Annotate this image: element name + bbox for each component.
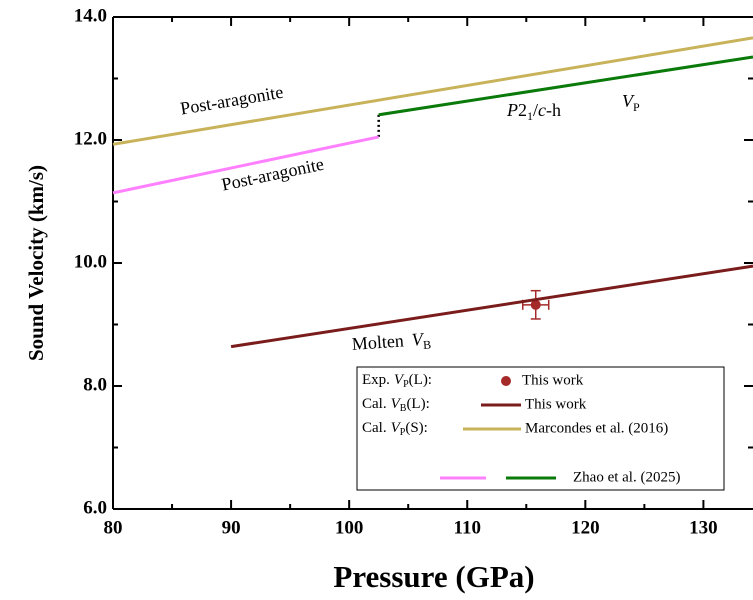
legend-label-part: V [394,372,405,388]
x-tick-label: 120 [571,517,600,538]
annotation: Post-aragonite [179,82,285,119]
line [112,36,753,146]
annotation: VP [622,91,640,114]
legend-label-part: (S): [405,420,428,436]
line [378,55,753,117]
legend-label-part: V [391,420,402,436]
x-tick-label: 110 [454,517,481,538]
annotation: Molten VB [351,329,431,357]
x-tick-label: 90 [222,517,241,538]
legend-label-part: (L): [409,372,432,388]
legend-label-part: P [403,379,409,390]
legend-label: Cal. VB(L): [362,396,430,414]
legend-label-part: Exp. [362,372,390,388]
x-axis-label: Pressure (GPa) [333,559,534,594]
annotation: P21/c-h [506,100,561,123]
y-tick-label: 12.0 [74,128,107,149]
legend-marker [501,376,511,386]
legend-label-part: P [400,427,406,438]
legend-label: This work [522,372,584,388]
x-tick-label: 80 [104,517,123,538]
legend-label-part: Cal. [362,396,387,412]
legend-label: Marcondes et al. (2016) [525,420,668,436]
legend-label-part: B [400,403,407,414]
legend-label-part: (L): [406,396,429,412]
line [230,264,753,349]
line [112,135,379,195]
legend-label: Zhao et al. (2025) [573,469,680,485]
y-tick-label: 6.0 [83,497,107,518]
legend-label-part: V [391,396,402,412]
y-axis-label: Sound Velocity (km/s) [24,165,48,361]
y-tick-label: 8.0 [83,374,107,395]
legend-box [356,366,725,491]
legend-label: Exp. VP(L): [362,372,432,390]
x-tick-label: 130 [689,517,718,538]
y-tick-label: 14.0 [74,5,107,26]
data-point [530,299,541,310]
legend-label: This work [525,396,587,412]
y-tick-label: 10.0 [74,251,107,272]
legend-label-part: Cal. [362,420,387,436]
x-tick-label: 100 [335,517,364,538]
legend-label: Cal. VP(S): [362,420,428,438]
